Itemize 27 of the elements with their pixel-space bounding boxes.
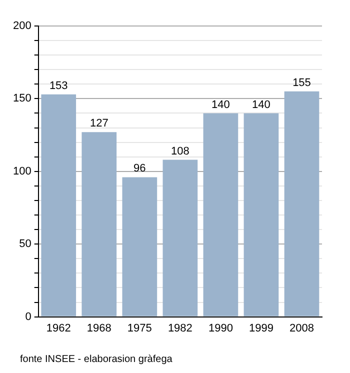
x-tick-label: 1982 <box>168 322 192 334</box>
y-tick-label: 0 <box>25 310 32 323</box>
data-label: 140 <box>212 98 230 111</box>
source-note: fonte INSEE - elaborasion gràfega <box>20 354 172 365</box>
x-tick-label: 2008 <box>289 322 314 334</box>
bar <box>82 132 117 316</box>
bar <box>122 177 158 316</box>
bar <box>203 113 238 316</box>
bar <box>244 113 279 316</box>
bar <box>162 160 198 316</box>
data-label: 140 <box>252 98 270 111</box>
data-label: 108 <box>170 145 190 158</box>
x-tick-label: 1999 <box>248 322 274 334</box>
data-label: 153 <box>49 80 68 92</box>
data-label: 96 <box>134 162 146 175</box>
x-tick-label: 1975 <box>127 322 152 334</box>
y-tick-label: 200 <box>12 20 32 32</box>
x-tick-label: 1962 <box>46 322 71 334</box>
data-label: 127 <box>90 118 108 130</box>
x-tick-label: 1968 <box>86 322 112 334</box>
bar <box>284 91 320 316</box>
bar <box>41 94 76 316</box>
data-label: 155 <box>292 76 311 89</box>
y-tick-label: 150 <box>12 92 32 105</box>
y-tick-label: 50 <box>19 238 32 250</box>
x-tick-label: 1990 <box>208 322 233 334</box>
y-tick-label: 100 <box>12 165 32 178</box>
